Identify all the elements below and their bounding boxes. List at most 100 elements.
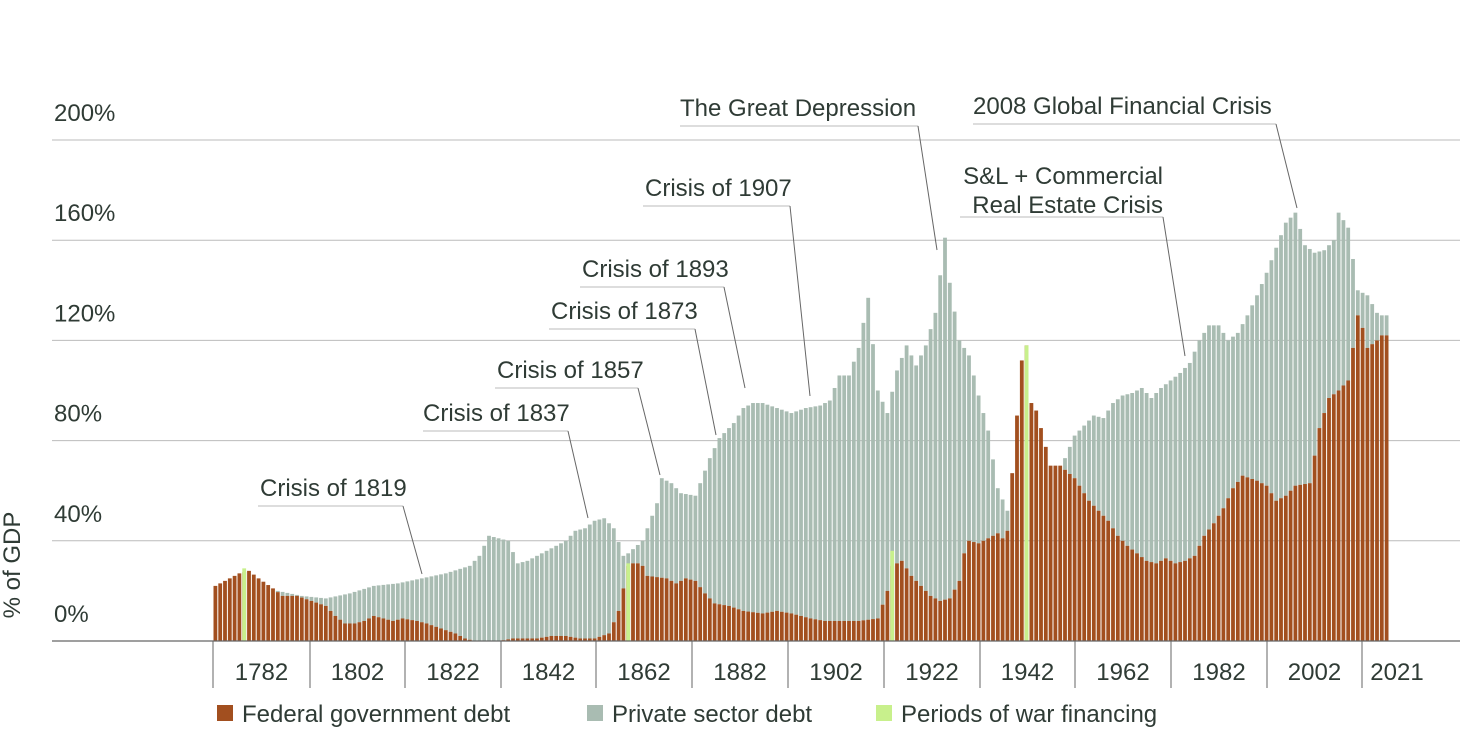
bar-federal-1966 <box>1125 545 1130 641</box>
x-tick-label: 2021 <box>1370 659 1423 686</box>
bar-federal-1909 <box>851 620 856 641</box>
bar-private-1845 <box>544 550 549 637</box>
bar-private-1847 <box>554 545 559 636</box>
bar-private-1994 <box>1259 284 1264 484</box>
bar-federal-1890 <box>760 613 765 641</box>
bar-federal-1988 <box>1231 488 1235 641</box>
bar-federal-1889 <box>755 612 760 641</box>
bar-federal-1847 <box>554 635 559 641</box>
bar-federal-1821 <box>429 625 434 641</box>
bar-federal-1864 <box>635 563 640 641</box>
bar-federal-1840 <box>520 638 525 641</box>
bar-federal-1997 <box>1274 500 1279 641</box>
y-tick-label: 80% <box>54 401 102 428</box>
y-tick-label: 160% <box>54 200 115 227</box>
bar-private-1996 <box>1269 260 1274 494</box>
bar-federal-1990 <box>1240 475 1245 641</box>
bar-private-1841 <box>525 560 530 639</box>
bar-private-1821 <box>429 576 434 626</box>
bar-private-1885 <box>736 415 741 610</box>
bar-private-1902 <box>818 405 823 621</box>
bar-private-1793 <box>295 594 299 596</box>
bar-federal-1801 <box>333 615 338 641</box>
bar-private-1905 <box>832 387 837 621</box>
bar-federal-1951 <box>1053 465 1058 641</box>
bar-private-2008 <box>1327 245 1331 399</box>
bar-private-1981 <box>1197 340 1202 546</box>
bar-private-1886 <box>741 408 746 611</box>
x-tick-label: 1822 <box>426 659 479 686</box>
bar-private-2016 <box>1365 295 1370 348</box>
bar-private-1879 <box>707 458 712 599</box>
bar-federal-1784 <box>251 574 256 641</box>
bar-private-1846 <box>549 548 554 636</box>
y-tick-label: 0% <box>54 601 89 628</box>
bar-federal-1897 <box>794 614 799 641</box>
bar-private-1849 <box>563 540 568 636</box>
bar-private-1968 <box>1135 390 1139 554</box>
bar-private-1797 <box>314 597 319 603</box>
bar-private-1934 <box>971 375 976 543</box>
bar-federal-1986 <box>1221 508 1226 641</box>
bar-private-2019 <box>1379 315 1384 336</box>
bar-federal-1875 <box>688 579 693 641</box>
bar-private-1810 <box>376 585 381 618</box>
bar-federal-1912 <box>866 619 871 641</box>
bar-private-1826 <box>453 570 458 634</box>
bar-private-1909 <box>851 361 856 621</box>
bar-private-1998 <box>1279 235 1283 499</box>
bar-private-1813 <box>391 583 395 621</box>
bar-federal-1956 <box>1077 485 1082 641</box>
bar-private-2011 <box>1341 220 1346 386</box>
bar-private-1974 <box>1163 384 1168 559</box>
bar-private-1940 <box>1000 499 1005 539</box>
bar-federal-1947 <box>1034 410 1039 641</box>
bars <box>213 212 1389 641</box>
bar-private-1986 <box>1221 332 1226 509</box>
annotation-leader <box>789 205 811 397</box>
bar-federal-1888 <box>751 612 755 641</box>
bar-federal-1952 <box>1058 465 1063 641</box>
bar-private-1842 <box>530 558 535 639</box>
bar-federal-1937 <box>986 538 991 641</box>
bar-federal-1871 <box>669 580 674 641</box>
bar-private-1861 <box>621 555 626 589</box>
bar-federal-1905 <box>832 620 837 641</box>
bar-private-1872 <box>674 488 679 584</box>
bar-private-1800 <box>328 597 333 611</box>
x-tick-label: 1902 <box>809 659 862 686</box>
bar-private-1859 <box>611 528 616 623</box>
legend-label-private: Private sector debt <box>612 701 812 728</box>
bar-federal-1881 <box>717 604 722 641</box>
bar-federal-1800 <box>328 610 333 641</box>
bar-private-1876 <box>693 495 698 581</box>
bar-federal-1781 <box>237 573 242 641</box>
bar-private-1990 <box>1240 324 1245 476</box>
bar-federal-1929 <box>947 598 952 641</box>
bar-federal-1885 <box>736 609 741 641</box>
x-tick-label: 1862 <box>617 659 670 686</box>
bar-private-1910 <box>856 347 861 621</box>
bar-federal-1797 <box>314 602 319 641</box>
bar-federal-2006 <box>1317 428 1322 641</box>
bar-federal-1903 <box>823 620 827 641</box>
bar-private-1819 <box>419 578 424 623</box>
bar-private-1971 <box>1149 398 1154 563</box>
bar-private-2005 <box>1312 252 1317 456</box>
annotation-label: The Great Depression <box>680 95 916 122</box>
bar-private-1791 <box>285 592 290 596</box>
bar-federal-2018 <box>1375 340 1379 641</box>
bar-federal-1876 <box>693 580 698 641</box>
bar-federal-1962 <box>1106 520 1111 641</box>
bar-federal-1992 <box>1250 479 1255 641</box>
bar-federal-1989 <box>1235 481 1240 641</box>
bar-private-2014 <box>1355 290 1360 316</box>
bar-federal-1818 <box>415 620 419 641</box>
bar-federal-1920 <box>904 568 909 641</box>
bar-private-1937 <box>986 430 991 539</box>
bar-federal-1873 <box>679 580 683 641</box>
bar-federal-1852 <box>578 638 583 641</box>
bar-federal-1878 <box>703 593 707 641</box>
bar-private-1807 <box>362 588 367 621</box>
bar-federal-1861 <box>621 588 626 641</box>
